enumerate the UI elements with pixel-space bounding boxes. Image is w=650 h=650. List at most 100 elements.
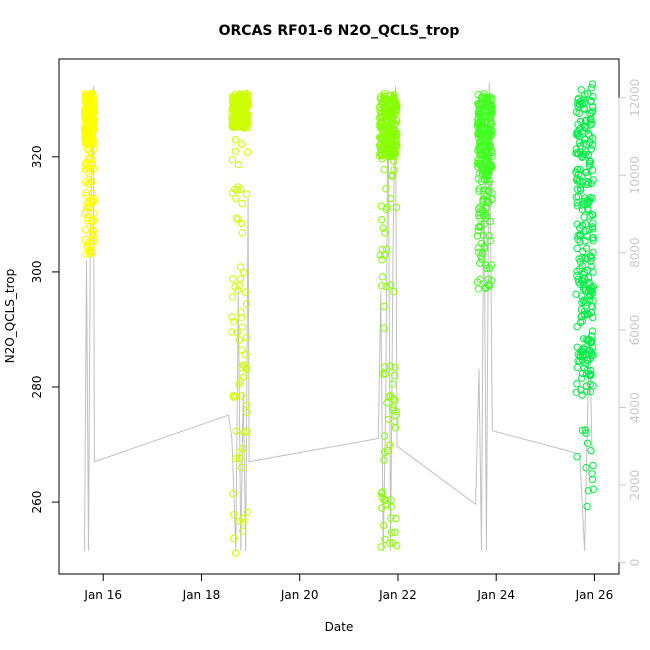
series-points xyxy=(80,90,99,258)
data-point xyxy=(583,356,591,364)
altitude-line-layer xyxy=(84,82,593,551)
data-point xyxy=(243,508,251,516)
data-point xyxy=(378,504,386,512)
data-point xyxy=(376,251,384,259)
data-point xyxy=(392,514,400,523)
data-point xyxy=(488,195,496,203)
data-point xyxy=(475,248,483,257)
data-point xyxy=(576,125,584,133)
data-point xyxy=(243,401,251,409)
data-point xyxy=(488,148,496,157)
data-point xyxy=(238,229,247,237)
data-point xyxy=(575,139,584,147)
data-point xyxy=(380,432,389,440)
data-point xyxy=(377,120,385,129)
data-point xyxy=(482,264,491,273)
data-point xyxy=(238,346,246,354)
data-point xyxy=(239,518,247,526)
x-tick-label: Jan 16 xyxy=(83,588,122,602)
data-point xyxy=(389,539,397,547)
data-point xyxy=(241,350,250,359)
data-point xyxy=(572,108,581,116)
data-point xyxy=(585,157,594,165)
data-point xyxy=(589,92,597,101)
x-tick-label: Jan 26 xyxy=(575,588,614,602)
data-point xyxy=(82,189,91,197)
data-point xyxy=(240,97,248,105)
data-point xyxy=(231,135,240,144)
data-point xyxy=(377,202,385,210)
data-points-layer xyxy=(80,80,598,557)
data-point xyxy=(586,388,595,396)
data-point xyxy=(475,187,483,195)
data-point xyxy=(89,216,98,225)
x-tick-label: Jan 20 xyxy=(280,588,319,602)
data-point xyxy=(377,543,385,551)
data-point xyxy=(388,131,396,140)
data-point xyxy=(237,185,245,194)
data-point xyxy=(475,109,484,117)
data-point xyxy=(391,371,399,380)
plot-frame xyxy=(58,58,620,575)
data-point xyxy=(237,463,245,472)
data-point xyxy=(239,373,248,381)
data-point xyxy=(84,97,93,105)
data-point xyxy=(377,125,385,133)
data-point xyxy=(572,388,580,396)
data-point xyxy=(229,96,237,104)
data-point xyxy=(582,227,590,235)
data-point xyxy=(578,221,586,230)
data-point xyxy=(576,165,584,174)
data-point xyxy=(237,314,246,322)
data-point xyxy=(81,134,89,143)
data-point xyxy=(479,186,488,195)
data-point xyxy=(573,244,581,253)
data-point xyxy=(238,104,246,112)
data-point xyxy=(239,92,248,100)
data-point xyxy=(243,102,252,111)
data-point xyxy=(574,100,582,108)
data-point xyxy=(238,199,247,208)
data-point xyxy=(581,91,589,99)
data-point xyxy=(479,94,487,103)
data-point xyxy=(584,357,592,365)
data-point xyxy=(476,222,484,230)
data-point xyxy=(393,132,401,140)
data-point xyxy=(588,332,596,340)
data-point xyxy=(475,101,483,109)
data-point xyxy=(587,288,595,296)
data-point xyxy=(580,96,588,104)
right-y-axis: 0 2000 4000 6000 8000 10000 12000 xyxy=(618,79,642,566)
data-point xyxy=(84,144,92,152)
data-point xyxy=(89,226,97,234)
data-point xyxy=(383,203,391,212)
data-point xyxy=(578,206,587,214)
data-point xyxy=(237,140,246,148)
data-point xyxy=(88,107,97,116)
data-point xyxy=(583,337,592,345)
data-point xyxy=(583,502,591,511)
data-point xyxy=(588,80,597,88)
data-point xyxy=(386,362,395,370)
data-point xyxy=(579,348,587,356)
data-point xyxy=(481,172,489,181)
data-point xyxy=(586,380,594,388)
data-point xyxy=(239,323,247,331)
data-point xyxy=(573,202,582,210)
data-point xyxy=(484,197,492,205)
data-point xyxy=(574,231,582,240)
data-point xyxy=(581,237,589,245)
data-point xyxy=(486,163,495,171)
data-point xyxy=(484,180,493,189)
data-point xyxy=(580,344,588,352)
data-point xyxy=(573,380,581,388)
data-point xyxy=(86,112,95,120)
data-point xyxy=(228,156,237,164)
data-point xyxy=(86,164,94,173)
data-point xyxy=(481,209,489,218)
data-point xyxy=(387,194,395,203)
data-point xyxy=(482,211,490,219)
data-point xyxy=(586,117,594,125)
data-point xyxy=(235,281,244,290)
data-point xyxy=(485,143,493,151)
